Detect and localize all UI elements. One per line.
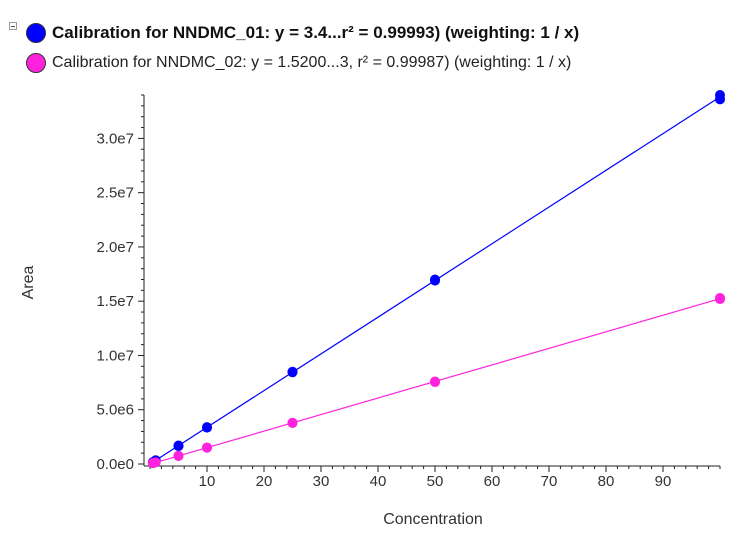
y-tick-label: 0.0e0 xyxy=(96,456,134,473)
legend-item-nndmc-02[interactable]: Calibration for NNDMC_02: y = 1.5200...3… xyxy=(26,50,571,76)
legend-label: Calibration for NNDMC_01: y = 3.4...r² =… xyxy=(52,23,580,42)
legend-label: Calibration for NNDMC_02: y = 1.5200...3… xyxy=(52,54,572,71)
series-1-point[interactable] xyxy=(202,422,212,433)
series-1-point[interactable] xyxy=(715,94,725,105)
x-tick-label: 90 xyxy=(655,473,672,490)
y-tick-label: 2.5e7 xyxy=(96,185,134,202)
series-2-point[interactable] xyxy=(150,457,161,468)
x-tick-label: 30 xyxy=(313,473,330,490)
series-2-point[interactable] xyxy=(430,377,440,388)
series-2-point[interactable] xyxy=(202,442,212,453)
series-2-point[interactable] xyxy=(715,294,725,305)
legend-marker-icon xyxy=(26,23,46,43)
y-tick-label: 1.0e7 xyxy=(96,347,134,364)
x-tick-label: 40 xyxy=(370,473,387,490)
x-tick-label: 50 xyxy=(427,473,444,490)
x-tick-label: 80 xyxy=(598,473,615,490)
collapse-toggle[interactable] xyxy=(9,22,17,30)
y-tick-label: 5.0e6 xyxy=(96,402,134,419)
x-tick-label: 70 xyxy=(541,473,558,490)
legend-marker-icon xyxy=(26,53,46,73)
x-tick-label: 20 xyxy=(256,473,273,490)
series-1-point[interactable] xyxy=(173,441,184,452)
x-tick-label: 10 xyxy=(199,473,216,490)
series-2-point[interactable] xyxy=(287,417,298,428)
y-tick-label: 3.0e7 xyxy=(96,130,134,147)
series-1-point[interactable] xyxy=(430,275,440,286)
y-tick-label: 1.5e7 xyxy=(96,293,134,310)
x-axis-title: Concentration xyxy=(383,511,483,528)
y-axis-title: Area xyxy=(20,266,37,300)
series-2-point[interactable] xyxy=(173,450,184,461)
series-1-point[interactable] xyxy=(287,367,298,378)
legend-item-nndmc-01[interactable]: Calibration for NNDMC_01: y = 3.4...r² =… xyxy=(26,20,579,46)
y-tick-label: 2.0e7 xyxy=(96,239,134,256)
x-tick-label: 60 xyxy=(484,473,501,490)
